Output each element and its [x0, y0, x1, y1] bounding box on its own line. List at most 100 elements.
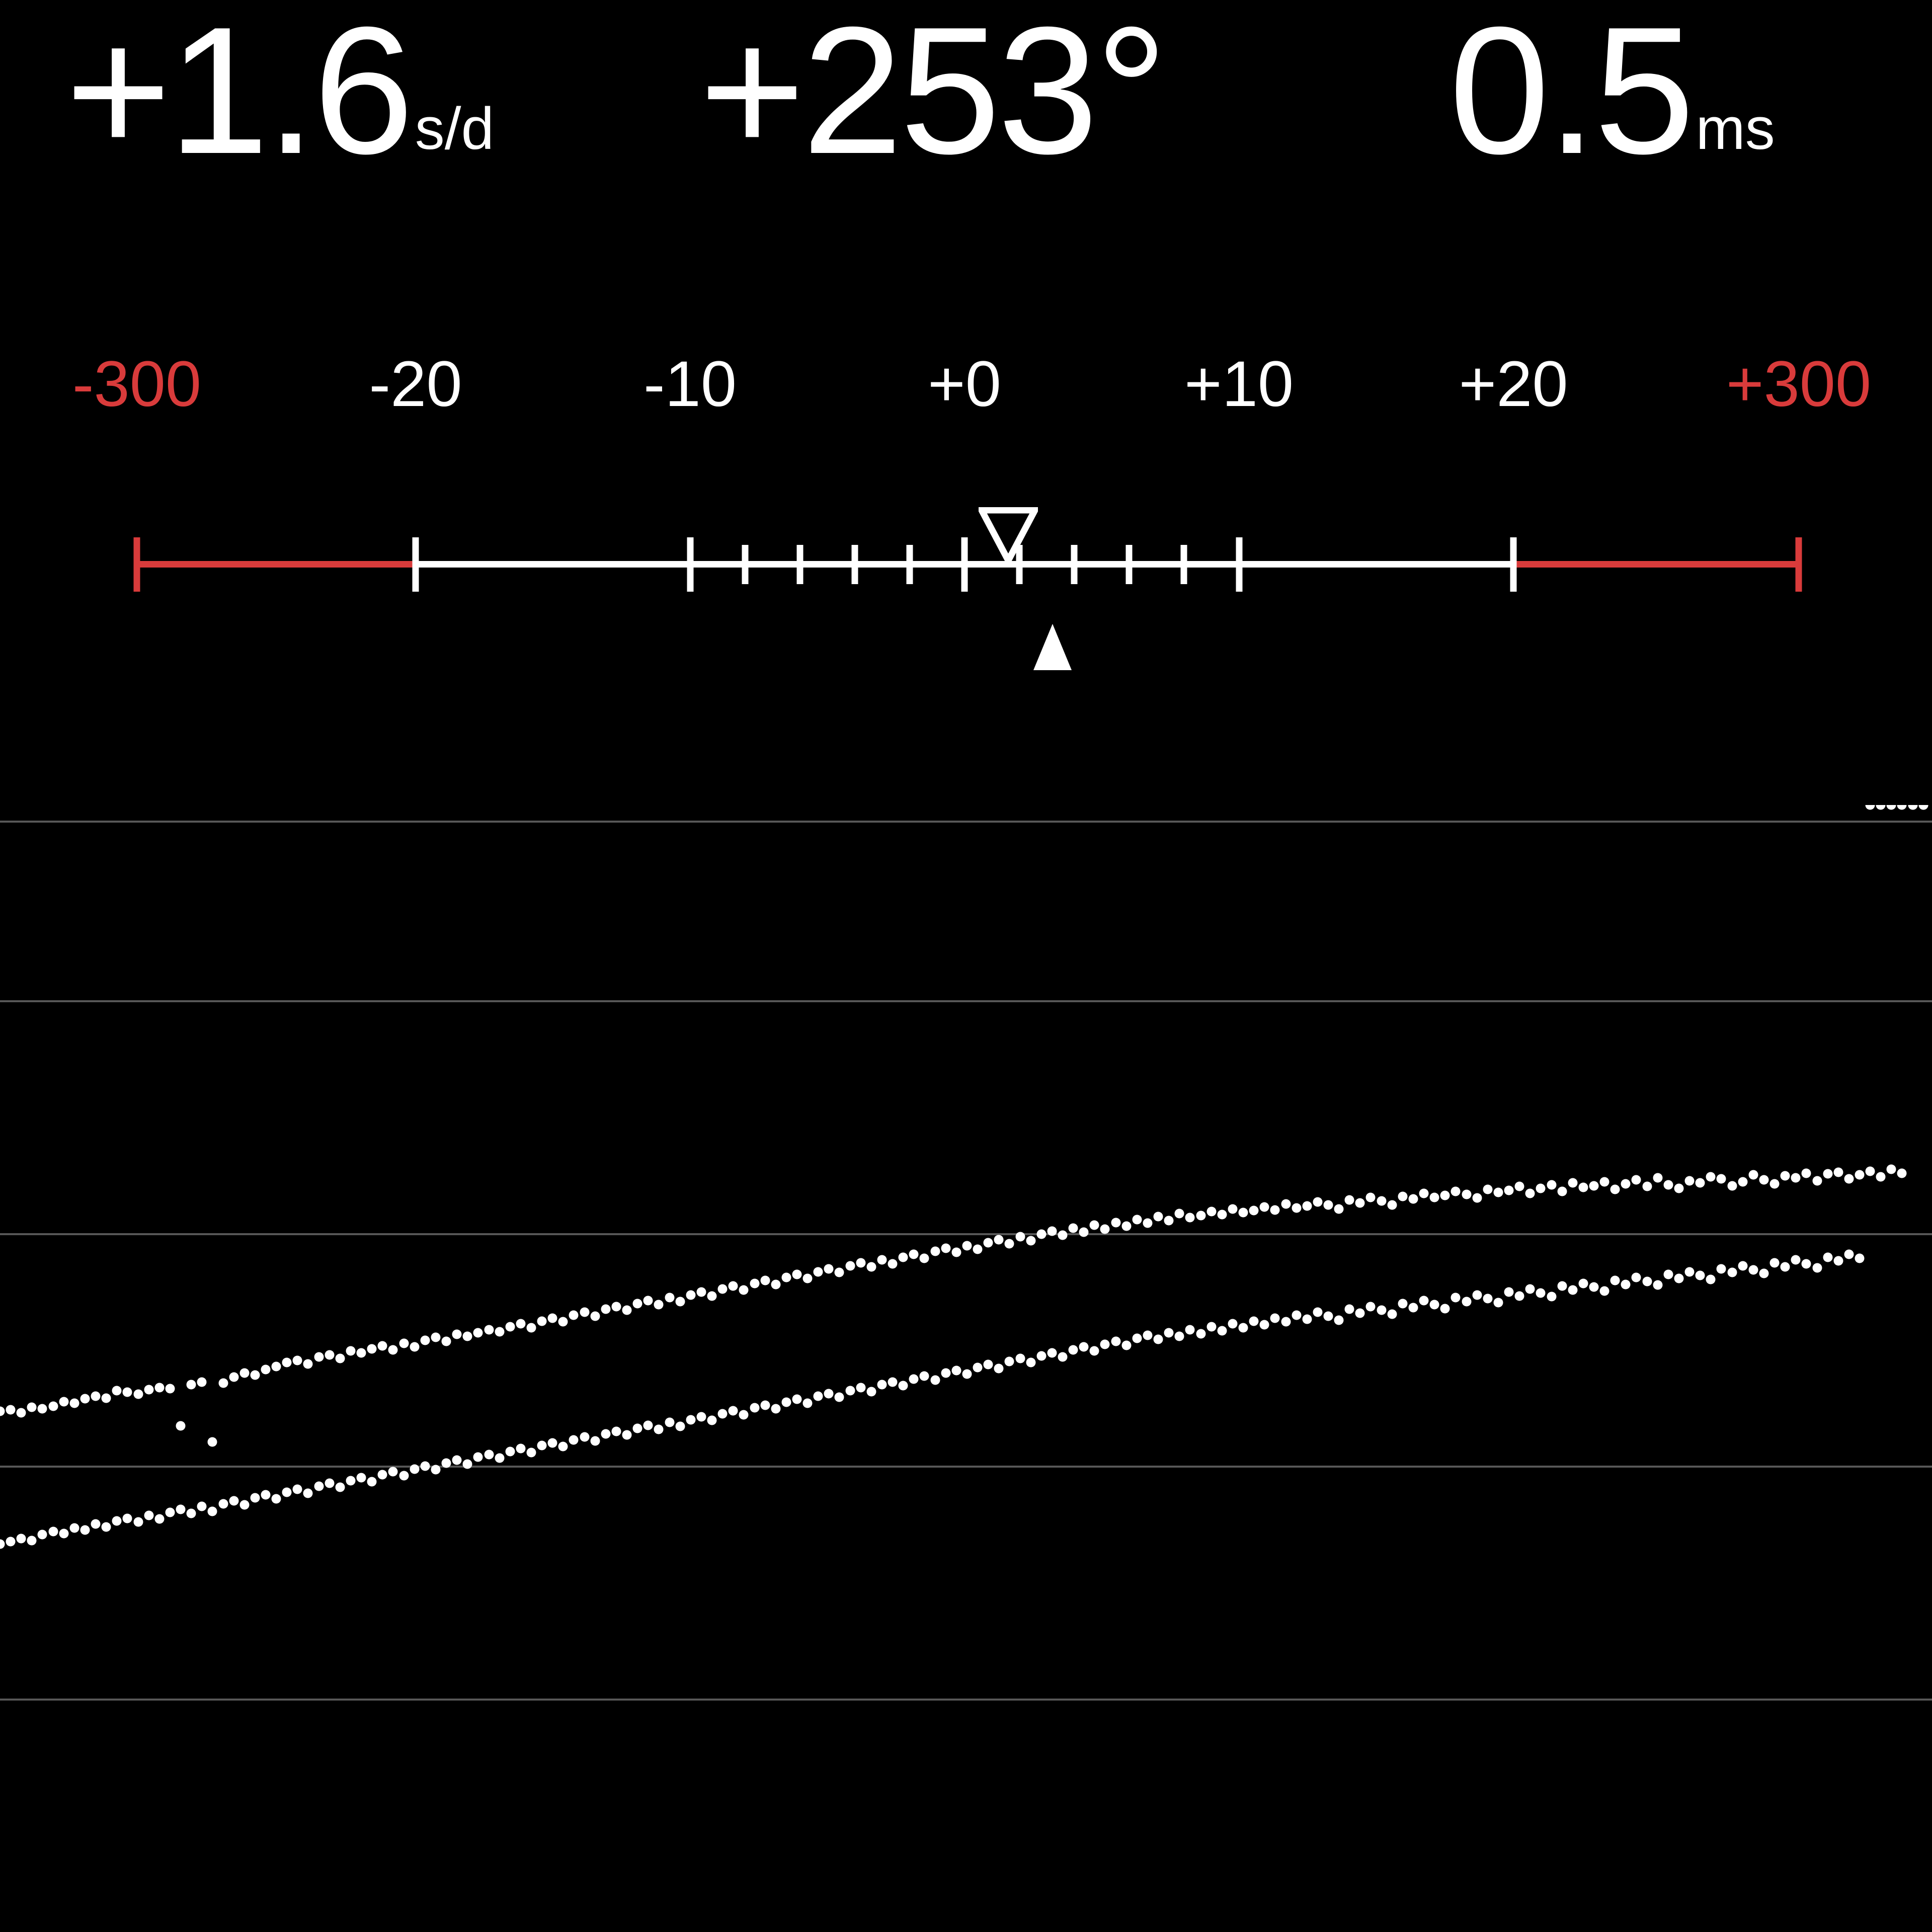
plot-dot [1589, 1181, 1599, 1190]
plot-dot [1132, 1215, 1142, 1225]
plot-dot [388, 1467, 398, 1477]
plot-dot [1132, 1333, 1142, 1343]
plot-dot [1174, 1331, 1184, 1341]
plot-dot [250, 1370, 260, 1380]
plot-gridline [0, 1699, 1932, 1701]
plot-dot [1706, 1274, 1716, 1284]
plot-dot [1440, 1190, 1450, 1200]
plot-dot [845, 1386, 855, 1396]
plot-dot [1344, 1304, 1354, 1314]
plot-dot [1196, 1211, 1206, 1221]
plot-dot [505, 1446, 515, 1457]
plot-dot [303, 1488, 313, 1498]
plot-dot [1876, 1172, 1886, 1182]
plot-dot [888, 1377, 898, 1387]
plot-dot [1058, 1230, 1068, 1240]
plot-dot [1472, 1193, 1482, 1203]
plot-dot [1876, 805, 1886, 810]
plot-dot [1493, 1187, 1503, 1197]
scale-tick-major [1236, 537, 1242, 592]
plot-dot [229, 1496, 239, 1506]
plot-dot [1812, 1176, 1822, 1186]
plot-dot [1610, 1184, 1620, 1194]
plot-dot [537, 1440, 547, 1451]
plot-dot [346, 1346, 356, 1356]
plot-dot [1313, 1307, 1323, 1317]
plot-dot [1578, 1278, 1588, 1289]
plot-dot [1249, 1316, 1259, 1326]
plot-dot [760, 1400, 770, 1410]
ruler-limit-segment [1513, 561, 1799, 568]
plot-dot [1302, 1314, 1312, 1324]
plot-dot [781, 1397, 791, 1407]
plot-dot [750, 1278, 760, 1289]
plot-dot [37, 1404, 47, 1414]
plot-dot [1653, 1173, 1663, 1183]
plot-dot [983, 1238, 993, 1248]
plot-dot [590, 1311, 600, 1321]
plot-dot [728, 1281, 738, 1291]
plot-dot [1727, 1267, 1737, 1277]
plot-dot [781, 1272, 791, 1282]
plot-dot [420, 1461, 430, 1471]
plot-dot [410, 1464, 420, 1474]
plot-dot [1886, 805, 1896, 810]
plot-dot [1228, 1204, 1238, 1214]
plot-dot [154, 1383, 165, 1393]
plot-dot [739, 1285, 749, 1295]
plot-dot [59, 1397, 69, 1407]
plot-dot [1684, 1176, 1695, 1186]
plot-dot [1249, 1205, 1259, 1216]
plot-dot [1079, 1342, 1089, 1352]
plot-dot [133, 1517, 143, 1527]
plot-dot [516, 1443, 526, 1454]
plot-dot [919, 1253, 929, 1263]
plot-dot [1908, 805, 1918, 810]
plot-dot [1769, 1258, 1780, 1268]
scale-tick-minor [851, 545, 858, 584]
rate-scale-ruler[interactable] [0, 478, 1932, 689]
plot-dot [707, 1415, 717, 1425]
plot-dot [1716, 1174, 1726, 1184]
plot-dot [1079, 1227, 1089, 1237]
plot-dot [1451, 1186, 1461, 1196]
plot-dot [207, 1506, 217, 1516]
plot-dot [1026, 1236, 1036, 1246]
plot-dot [1514, 1291, 1524, 1301]
plot-dot [37, 1530, 47, 1540]
plot-dot [632, 1299, 642, 1309]
plot-dot [420, 1335, 430, 1345]
plot-dot [856, 1258, 866, 1268]
plot-dot [1440, 1304, 1450, 1314]
plot-dot [1621, 1179, 1631, 1189]
plot-dot [1504, 1185, 1514, 1195]
plot-dot [292, 1355, 302, 1365]
plot-dot [845, 1261, 855, 1271]
plot-dot [1143, 1218, 1153, 1228]
scale-tick-minor [796, 545, 803, 584]
plot-dot [707, 1291, 717, 1301]
plot-dot [1536, 1288, 1546, 1298]
plot-dot [558, 1317, 568, 1327]
plot-dot [1281, 1199, 1291, 1209]
plot-dot [750, 1403, 760, 1413]
plot-dot [537, 1316, 547, 1326]
plot-dot [569, 1435, 579, 1445]
plot-dot [239, 1500, 250, 1510]
rate-pointer-icon [976, 507, 1041, 568]
plot-dot [1504, 1287, 1514, 1297]
plot-dot [1557, 1186, 1567, 1196]
plot-dot [176, 1504, 186, 1514]
plot-dot [1695, 1270, 1705, 1280]
plot-dot [1642, 1181, 1652, 1191]
plot-dot [484, 1450, 494, 1460]
plot-dot [27, 1402, 37, 1412]
plot-dot [346, 1476, 356, 1486]
amplitude-readout: +253° [699, 0, 1169, 181]
plot-dot [526, 1323, 536, 1333]
plot-dot [1568, 1285, 1578, 1295]
plot-dot [909, 1249, 919, 1259]
plot-dot [1387, 1200, 1397, 1210]
amplitude-value: +253° [699, 0, 1168, 192]
